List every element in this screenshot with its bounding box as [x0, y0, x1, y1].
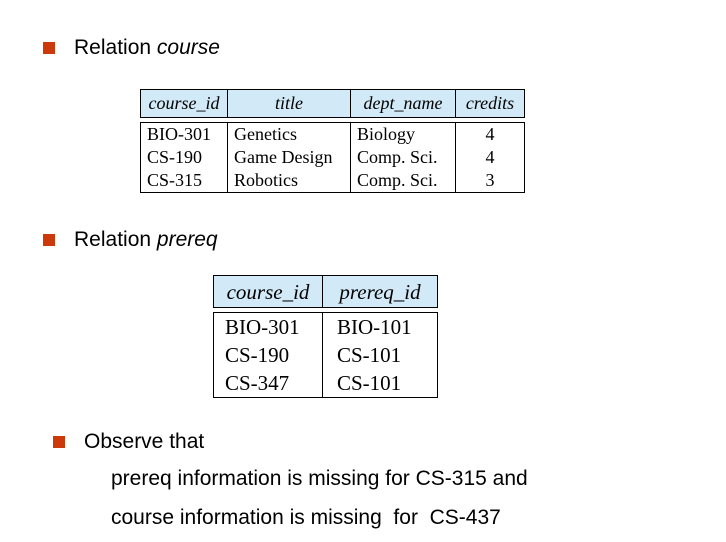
bullet-observe-text: Observe that [84, 430, 205, 453]
observe-line-prereq-missing: prereq information is missing for CS-315… [111, 467, 528, 490]
observe-line-course-missing: course information is missing for CS-437 [111, 506, 501, 529]
course-cell: Comp. Sci. [350, 146, 456, 169]
course-relation-table: course_id title dept_name credits BIO-30… [140, 89, 525, 193]
prereq-relation-table: course_id prereq_id BIO-301 BIO-101 CS-1… [213, 275, 438, 398]
bullet-prereq-name: prereq [156, 228, 218, 251]
course-cell: CS-190 [140, 146, 228, 169]
course-cell: Genetics [227, 122, 351, 146]
table-row: CS-347 CS-101 [213, 369, 438, 398]
bullet-prereq-prefix: Relation [74, 228, 157, 251]
prereq-cell: CS-190 [213, 341, 323, 369]
bullet-relation-prereq: Relation prereq [43, 228, 218, 252]
prereq-cell: BIO-301 [213, 312, 323, 341]
prereq-cell: BIO-101 [322, 312, 438, 341]
bullet-observe: Observe that [53, 430, 204, 454]
bullet-course-name: course [156, 36, 220, 59]
course-cell: CS-315 [140, 169, 228, 193]
course-header-course-id: course_id [140, 89, 228, 118]
bullet-square-icon [53, 436, 65, 448]
course-cell: 3 [455, 169, 525, 193]
course-cell: 4 [455, 146, 525, 169]
prereq-header-prereq-id: prereq_id [322, 275, 438, 308]
course-cell: Comp. Sci. [350, 169, 456, 193]
course-header-title: title [227, 89, 351, 118]
bullet-relation-course: Relation course [43, 36, 220, 60]
table-row: BIO-301 Genetics Biology 4 [140, 122, 525, 146]
table-row: CS-190 Game Design Comp. Sci. 4 [140, 146, 525, 169]
table-row: CS-190 CS-101 [213, 341, 438, 369]
course-cell: BIO-301 [140, 122, 228, 146]
table-row: BIO-301 BIO-101 [213, 312, 438, 341]
table-row: CS-315 Robotics Comp. Sci. 3 [140, 169, 525, 193]
prereq-header-course-id: course_id [213, 275, 323, 308]
bullet-square-icon [43, 234, 55, 246]
prereq-cell: CS-101 [322, 341, 438, 369]
bullet-square-icon [43, 42, 55, 54]
course-cell: 4 [455, 122, 525, 146]
prereq-cell: CS-347 [213, 369, 323, 398]
prereq-cell: CS-101 [322, 369, 438, 398]
course-header-credits: credits [455, 89, 525, 118]
bullet-course-prefix: Relation [74, 36, 157, 59]
course-cell: Biology [350, 122, 456, 146]
course-header-dept-name: dept_name [350, 89, 456, 118]
course-cell: Robotics [227, 169, 351, 193]
course-cell: Game Design [227, 146, 351, 169]
